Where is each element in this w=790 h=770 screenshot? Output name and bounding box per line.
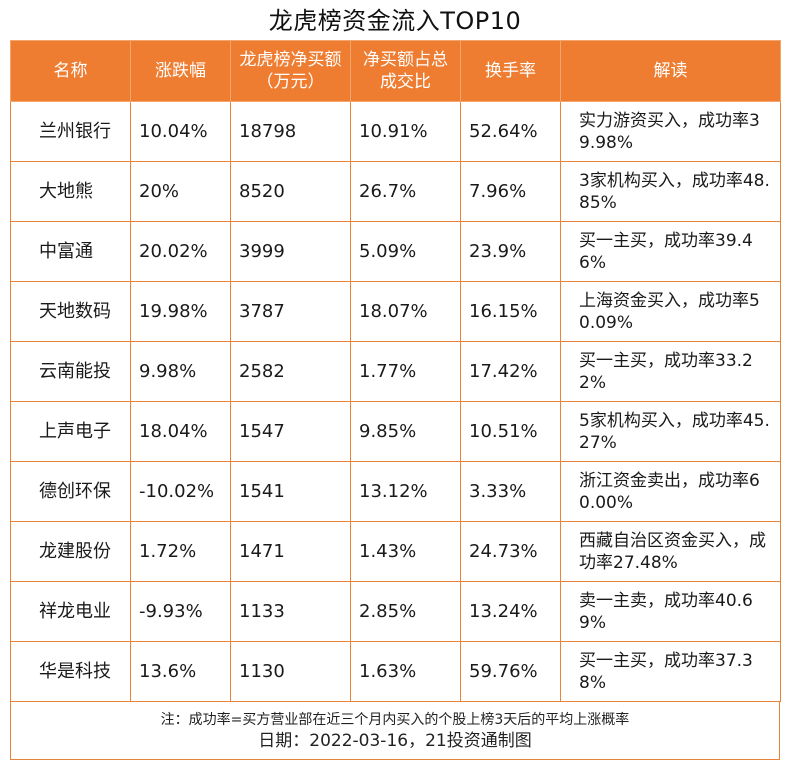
footer: 注：成功率=买方营业部在近三个月内买入的个股上榜3天后的平均上涨概率 日期：20… <box>10 700 780 760</box>
table-header-row: 名称 涨跌幅 龙虎榜净买额（万元） 净买额占总成交比 换手率 解读 <box>10 40 781 102</box>
cell-name: 大地熊 <box>10 161 131 222</box>
cell-name: 华是科技 <box>10 641 131 702</box>
cell-interpret: 买一主买，成功率37.38% <box>560 641 781 702</box>
table-row: 龙建股份 1.72% 1471 1.43% 24.73% 西藏自治区资金买入，成… <box>10 521 781 582</box>
cell-ratio: 5.09% <box>350 221 461 282</box>
header-interpret: 解读 <box>560 40 781 102</box>
cell-turnover: 17.42% <box>460 341 561 402</box>
table-row: 兰州银行 10.04% 18798 10.91% 52.64% 实力游资买入，成… <box>10 101 781 162</box>
table-row: 天地数码 19.98% 3787 18.07% 16.15% 上海资金买入，成功… <box>10 281 781 342</box>
cell-change: 13.6% <box>130 641 231 702</box>
date-credit: 日期：2022-03-16，21投资通制图 <box>258 731 532 751</box>
header-net-buy: 龙虎榜净买额（万元） <box>230 40 351 102</box>
cell-interpret: 上海资金买入，成功率50.09% <box>560 281 781 342</box>
top10-table: 名称 涨跌幅 龙虎榜净买额（万元） 净买额占总成交比 换手率 解读 兰州银行 1… <box>10 40 781 702</box>
cell-name: 德创环保 <box>10 461 131 522</box>
cell-change: 10.04% <box>130 101 231 162</box>
table-row: 德创环保 -10.02% 1541 13.12% 3.33% 浙江资金卖出，成功… <box>10 461 781 522</box>
cell-name: 中富通 <box>10 221 131 282</box>
cell-net-buy: 18798 <box>230 101 351 162</box>
cell-change: 19.98% <box>130 281 231 342</box>
footnote: 注：成功率=买方营业部在近三个月内买入的个股上榜3天后的平均上涨概率 <box>160 712 630 728</box>
cell-name: 龙建股份 <box>10 521 131 582</box>
cell-turnover: 59.76% <box>460 641 561 702</box>
cell-net-buy: 1130 <box>230 641 351 702</box>
cell-interpret: 5家机构买入，成功率45.27% <box>560 401 781 462</box>
cell-turnover: 24.73% <box>460 521 561 582</box>
cell-interpret: 西藏自治区资金买入，成功率27.48% <box>560 521 781 582</box>
cell-interpret: 浙江资金卖出，成功率60.00% <box>560 461 781 522</box>
header-ratio: 净买额占总成交比 <box>350 40 461 102</box>
cell-name: 上声电子 <box>10 401 131 462</box>
table-row: 祥龙电业 -9.93% 1133 2.85% 13.24% 卖一主卖，成功率40… <box>10 581 781 642</box>
cell-interpret: 买一主买，成功率39.46% <box>560 221 781 282</box>
cell-change: 20% <box>130 161 231 222</box>
cell-ratio: 18.07% <box>350 281 461 342</box>
cell-change: 20.02% <box>130 221 231 282</box>
cell-change: 18.04% <box>130 401 231 462</box>
cell-change: -9.93% <box>130 581 231 642</box>
cell-turnover: 10.51% <box>460 401 561 462</box>
cell-ratio: 10.91% <box>350 101 461 162</box>
cell-turnover: 3.33% <box>460 461 561 522</box>
cell-turnover: 7.96% <box>460 161 561 222</box>
cell-name: 祥龙电业 <box>10 581 131 642</box>
header-name: 名称 <box>10 40 131 102</box>
cell-net-buy: 2582 <box>230 341 351 402</box>
header-change: 涨跌幅 <box>130 40 231 102</box>
cell-net-buy: 1547 <box>230 401 351 462</box>
cell-net-buy: 1471 <box>230 521 351 582</box>
table-row: 大地熊 20% 8520 26.7% 7.96% 3家机构买入，成功率48.85… <box>10 161 781 222</box>
cell-interpret: 买一主买，成功率33.22% <box>560 341 781 402</box>
table-row: 中富通 20.02% 3999 5.09% 23.9% 买一主买，成功率39.4… <box>10 221 781 282</box>
cell-interpret: 卖一主卖，成功率40.69% <box>560 581 781 642</box>
cell-ratio: 9.85% <box>350 401 461 462</box>
cell-interpret: 3家机构买入，成功率48.85% <box>560 161 781 222</box>
page-title: 龙虎榜资金流入TOP10 <box>268 7 522 35</box>
cell-net-buy: 3999 <box>230 221 351 282</box>
table-row: 上声电子 18.04% 1547 9.85% 10.51% 5家机构买入，成功率… <box>10 401 781 462</box>
cell-change: 9.98% <box>130 341 231 402</box>
table-row: 云南能投 9.98% 2582 1.77% 17.42% 买一主买，成功率33.… <box>10 341 781 402</box>
cell-ratio: 1.63% <box>350 641 461 702</box>
cell-ratio: 2.85% <box>350 581 461 642</box>
cell-change: -10.02% <box>130 461 231 522</box>
cell-net-buy: 1541 <box>230 461 351 522</box>
cell-net-buy: 8520 <box>230 161 351 222</box>
cell-name: 云南能投 <box>10 341 131 402</box>
cell-turnover: 13.24% <box>460 581 561 642</box>
cell-turnover: 52.64% <box>460 101 561 162</box>
table-row: 华是科技 13.6% 1130 1.63% 59.76% 买一主买，成功率37.… <box>10 641 781 702</box>
cell-name: 天地数码 <box>10 281 131 342</box>
cell-net-buy: 3787 <box>230 281 351 342</box>
cell-ratio: 13.12% <box>350 461 461 522</box>
cell-interpret: 实力游资买入，成功率39.98% <box>560 101 781 162</box>
cell-ratio: 1.77% <box>350 341 461 402</box>
cell-ratio: 1.43% <box>350 521 461 582</box>
cell-change: 1.72% <box>130 521 231 582</box>
header-turnover: 换手率 <box>460 40 561 102</box>
cell-turnover: 23.9% <box>460 221 561 282</box>
cell-turnover: 16.15% <box>460 281 561 342</box>
cell-ratio: 26.7% <box>350 161 461 222</box>
cell-name: 兰州银行 <box>10 101 131 162</box>
cell-net-buy: 1133 <box>230 581 351 642</box>
